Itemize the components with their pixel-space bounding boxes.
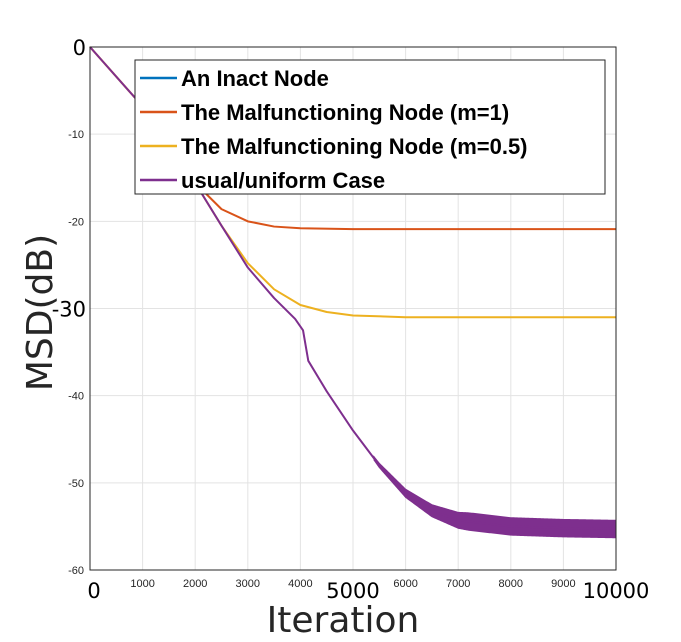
- y-tick-label: -30: [52, 298, 86, 322]
- y-tick-label: -60: [68, 565, 84, 577]
- x-tick-label: 8000: [499, 578, 523, 590]
- x-tick-label: 1000: [130, 578, 154, 590]
- y-tick-label: -20: [68, 216, 84, 228]
- y-tick-label: -40: [68, 391, 84, 403]
- plot-area-border: [89, 46, 617, 571]
- y-tick-label: -10: [68, 129, 84, 141]
- legend-entry-label: The Malfunctioning Node (m=0.5): [181, 134, 528, 159]
- legend-entry-label: The Malfunctioning Node (m=1): [181, 100, 509, 125]
- x-tick-label: 5000: [326, 579, 379, 603]
- legend-box: [134, 59, 606, 195]
- x-tick-label: 9000: [551, 578, 575, 590]
- legend: An Inact Node The Malfunctioning Node (m=…: [134, 59, 606, 195]
- x-tick-label: 7000: [446, 578, 470, 590]
- legend-entry-label: An Inact Node: [181, 66, 329, 91]
- x-tick-label: 6000: [393, 578, 417, 590]
- x-axis-label: Iteration: [267, 600, 420, 641]
- legend-entry-label: usual/uniform Case: [181, 168, 385, 193]
- x-tick-label: 10000: [583, 579, 650, 603]
- y-tick-label: -50: [68, 478, 84, 490]
- y-axis-label: MSD(dB): [20, 234, 61, 391]
- x-tick-label: 4000: [288, 578, 312, 590]
- x-tick-label: 0: [87, 579, 100, 603]
- y-tick-label: 0: [73, 36, 86, 60]
- tick-labels: 1000 2000 3000 4000 6000 7000 8000 9000 0 5000 100…: [52, 36, 650, 603]
- x-tick-label: 2000: [183, 578, 207, 590]
- x-tick-label: 3000: [236, 578, 260, 590]
